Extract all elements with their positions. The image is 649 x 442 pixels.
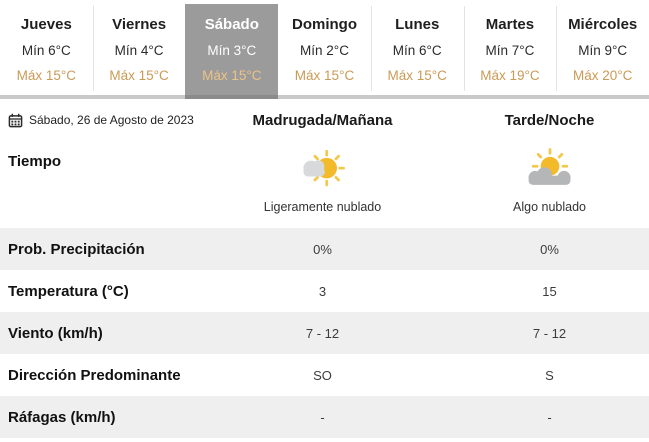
column-header-tarde-noche: Tarde/Noche [504, 111, 595, 129]
cell-madrugada-value: SO [313, 367, 332, 383]
tab-sabado-selected[interactable]: Sábado Mín 3°C Máx 15°C [185, 4, 279, 95]
row-direccion-predominante: Dirección Predominante SO S [0, 354, 649, 396]
cell-madrugada-value: 0% [313, 241, 332, 257]
cell-tarde-value: 15 [542, 283, 557, 299]
row-label: Temperatura (°C) [8, 282, 129, 300]
condition-caption: Ligeramente nublado [263, 200, 382, 214]
cell-tarde-value: 7 - 12 [532, 325, 567, 341]
day-label: Jueves [20, 16, 72, 33]
row-rafagas: Ráfagas (km/h) - - [0, 396, 649, 438]
tab-lunes[interactable]: Lunes Mín 6°C Máx 15°C [370, 4, 464, 95]
day-label: Domingo [292, 16, 358, 33]
row-label: Ráfagas (km/h) [8, 408, 116, 426]
tab-miercoles[interactable]: Miércoles Mín 9°C Máx 20°C [556, 4, 649, 95]
sun-with-small-cloud-icon [295, 147, 351, 198]
min-temp: Mín 4°C [114, 43, 164, 58]
max-temp: Máx 15°C [109, 68, 169, 83]
condition-caption: Algo nublado [513, 200, 586, 214]
min-temp: Mín 9°C [578, 43, 628, 58]
min-temp: Mín 7°C [485, 43, 535, 58]
row-label: Viento (km/h) [8, 324, 103, 342]
max-temp: Máx 15°C [294, 68, 355, 83]
tab-jueves[interactable]: Jueves Mín 6°C Máx 15°C [0, 4, 93, 95]
cell-tarde-value: 0% [540, 241, 559, 257]
max-temp: Máx 15°C [387, 68, 447, 83]
calendar-icon [8, 113, 23, 128]
tab-viernes[interactable]: Viernes Mín 4°C Máx 15°C [92, 4, 186, 95]
cell-madrugada-value: 7 - 12 [305, 325, 340, 341]
row-label-tiempo: Tiempo [8, 153, 62, 170]
cell-madrugada-value: 3 [318, 283, 327, 299]
day-label: Lunes [395, 16, 440, 33]
max-temp: Máx 20°C [572, 68, 633, 83]
cell-tarde-value: S [545, 367, 554, 383]
max-temp: Máx 19°C [480, 68, 540, 83]
min-temp: Mín 2°C [300, 43, 349, 58]
row-prob-precipitacion: Prob. Precipitación 0% 0% [0, 228, 649, 270]
date-bar: Sábado, 26 de Agosto de 2023 [0, 113, 230, 128]
min-temp: Mín 6°C [21, 43, 71, 58]
row-temperatura: Temperatura (°C) 3 15 [0, 270, 649, 312]
min-temp: Mín 3°C [207, 43, 257, 58]
row-label: Dirección Predominante [8, 366, 181, 384]
row-tiempo: Tiempo [0, 141, 649, 228]
cell-tarde-value: - [547, 409, 552, 425]
weather-cell-madrugada: Ligeramente nublado [230, 141, 415, 214]
day-label: Viernes [112, 16, 167, 33]
day-label: Martes [485, 16, 535, 33]
table-header-row: Sábado, 26 de Agosto de 2023 Madrugada/M… [0, 99, 649, 141]
sun-behind-cloud-icon [522, 147, 578, 198]
day-tabs: Jueves Mín 6°C Máx 15°C Viernes Mín 4°C … [0, 0, 649, 99]
min-temp: Mín 6°C [392, 43, 442, 58]
column-header-madrugada-manana: Madrugada/Mañana [252, 111, 393, 129]
date-label: Sábado, 26 de Agosto de 2023 [29, 113, 194, 127]
tab-martes[interactable]: Martes Mín 7°C Máx 19°C [463, 4, 557, 95]
day-label: Miércoles [568, 16, 638, 33]
tab-domingo[interactable]: Domingo Mín 2°C Máx 15°C [278, 4, 371, 95]
weather-cell-tarde: Algo nublado [457, 141, 642, 214]
row-label: Prob. Precipitación [8, 240, 145, 258]
max-temp: Máx 15°C [16, 68, 77, 83]
max-temp: Máx 15°C [202, 68, 262, 83]
row-viento: Viento (km/h) 7 - 12 7 - 12 [0, 312, 649, 354]
day-label: Sábado [204, 16, 259, 33]
cell-madrugada-value: - [320, 409, 325, 425]
